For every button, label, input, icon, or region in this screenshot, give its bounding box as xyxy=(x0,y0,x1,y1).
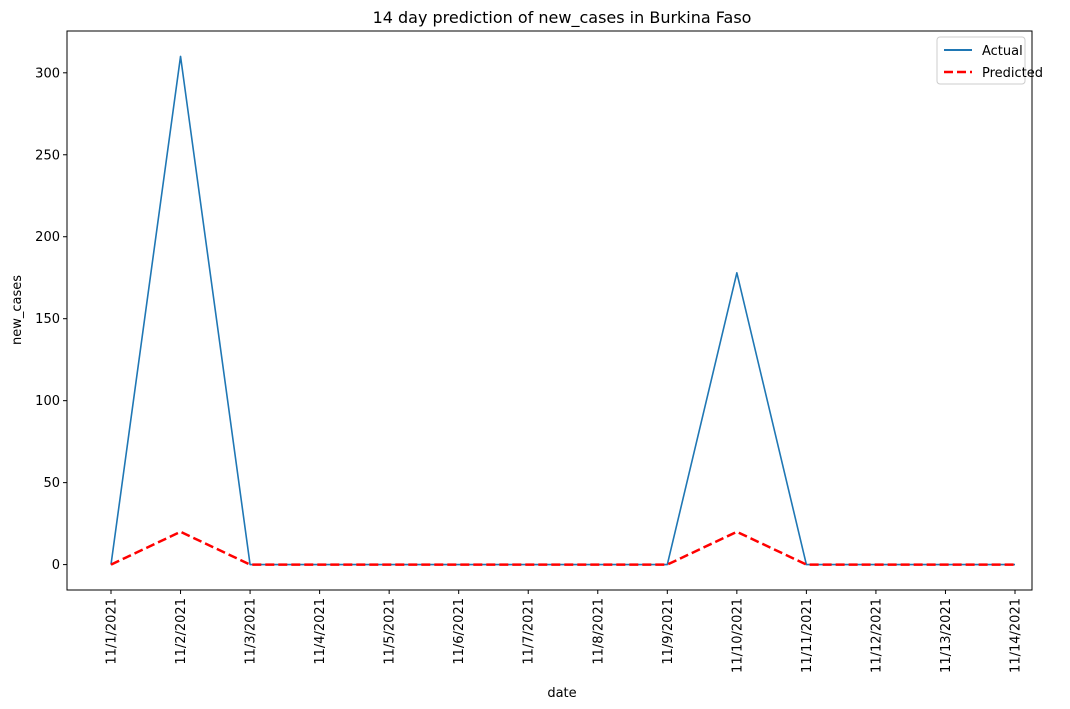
legend-label-predicted: Predicted xyxy=(982,66,1043,81)
y-tick-label: 50 xyxy=(43,476,60,491)
x-tick-label: 11/8/2021 xyxy=(591,598,606,665)
series-line-predicted xyxy=(110,530,1015,566)
y-tick-label: 100 xyxy=(35,394,60,409)
x-tick-label: 11/14/2021 xyxy=(1009,598,1024,673)
plot-frame xyxy=(66,30,1033,591)
plot-area xyxy=(110,55,1015,566)
x-tick-label: 11/2/2021 xyxy=(174,598,189,665)
x-tick-label: 11/4/2021 xyxy=(313,598,328,665)
y-axis-label: new_cases xyxy=(10,275,25,345)
x-tick-label: 11/11/2021 xyxy=(800,598,815,673)
y-tick-label: 300 xyxy=(35,66,60,81)
x-tick-label: 11/6/2021 xyxy=(452,598,467,665)
legend: Actual Predicted xyxy=(936,36,1043,85)
y-axis-ticks: 0 50 100 150 200 250 300 xyxy=(35,66,67,573)
x-tick-label: 11/10/2021 xyxy=(730,598,745,673)
x-axis-ticks: 11/1/2021 11/2/2021 11/3/2021 11/4/2021 11/5… xyxy=(105,590,1024,673)
x-tick-label: 11/12/2021 xyxy=(869,598,884,673)
x-tick-label: 11/9/2021 xyxy=(661,598,676,665)
y-tick-label: 250 xyxy=(35,148,60,163)
x-tick-label: 11/7/2021 xyxy=(522,598,537,665)
x-tick-label: 11/13/2021 xyxy=(939,598,954,673)
x-axis-label: date xyxy=(547,686,576,701)
legend-label-actual: Actual xyxy=(982,44,1023,59)
y-tick-label: 200 xyxy=(35,230,60,245)
x-tick-label: 11/1/2021 xyxy=(105,598,120,665)
x-tick-label: 11/3/2021 xyxy=(244,598,259,665)
x-tick-label: 11/5/2021 xyxy=(383,598,398,665)
y-tick-label: 0 xyxy=(52,558,60,573)
chart-title: 14 day prediction of new_cases in Burkin… xyxy=(373,8,752,28)
series-line-actual xyxy=(110,55,1015,566)
y-tick-label: 150 xyxy=(35,312,60,327)
